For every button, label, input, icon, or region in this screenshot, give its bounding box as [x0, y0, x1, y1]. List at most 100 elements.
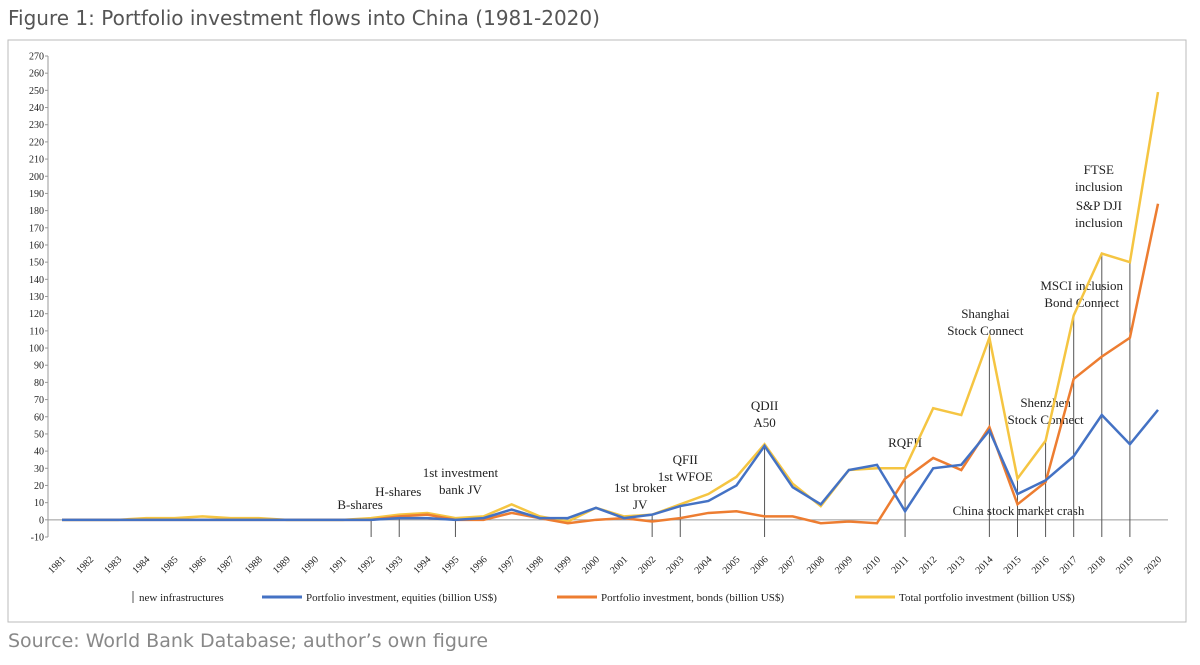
y-tick-label: 230 [29, 120, 44, 131]
x-tick-label: 1988 [243, 554, 265, 576]
x-tick-label: 1993 [383, 554, 405, 576]
x-tick-label: 2000 [580, 554, 602, 576]
x-tick-label: 2012 [917, 554, 939, 576]
x-tick-label: 2002 [636, 554, 658, 576]
y-tick-label: 270 [29, 52, 44, 63]
y-tick-label: 100 [29, 344, 44, 355]
y-tick-label: 20 [34, 481, 44, 492]
annotation: H-shares [375, 484, 421, 499]
x-tick-label: 2004 [693, 554, 715, 576]
x-tick-label: 1986 [187, 554, 209, 576]
chart: -10 0 10 20 30 40 50 60 70 80 90 100 110 120 130 140 150… [7, 39, 1187, 623]
y-tick-label: 240 [29, 103, 44, 114]
x-tick-label: 2008 [805, 554, 827, 576]
y-tick-label: 130 [29, 292, 44, 303]
x-tick-label: 2016 [1030, 554, 1052, 576]
annotation: S&P DJI [1076, 198, 1122, 213]
annotation: A50 [753, 415, 775, 430]
x-tick-label: 1982 [74, 554, 96, 576]
x-tick-label: 2015 [1002, 554, 1024, 576]
y-tick-label: 0 [39, 515, 44, 526]
y-tick-label: 50 [34, 429, 44, 440]
annotation: FTSE [1084, 162, 1114, 177]
x-tick-label: 2013 [945, 554, 967, 576]
y-tick-label: 260 [29, 69, 44, 80]
annotation: JV [633, 497, 648, 512]
x-tick-label: 2006 [749, 554, 771, 576]
annotation: Bond Connect [1044, 295, 1119, 310]
x-tick-label: 1997 [496, 554, 518, 576]
y-tick-label: 200 [29, 172, 44, 183]
x-tick-label: 1991 [327, 554, 349, 576]
y-tick-label: 90 [34, 361, 44, 372]
x-tick-label: 1992 [355, 554, 377, 576]
x-tick-label: 1990 [299, 554, 321, 576]
x-tick-label: 1996 [468, 554, 490, 576]
x-tick-label: 1984 [131, 554, 153, 576]
figure-title: Figure 1: Portfolio investment flows int… [8, 6, 600, 30]
x-tick-label: 1994 [412, 554, 434, 576]
x-tick-label: 2014 [974, 554, 996, 576]
legend-label: Total portfolio investment (billion US$) [899, 592, 1075, 604]
y-tick-label: 110 [29, 326, 44, 337]
y-tick-label: -10 [31, 533, 44, 544]
annotation: B-shares [337, 497, 383, 512]
y-tick-label: 210 [29, 155, 44, 166]
annotation: China stock market crash [953, 503, 1085, 518]
x-tick-label: 1995 [440, 554, 462, 576]
x-tick-label: 2005 [721, 554, 743, 576]
x-tick-label: 2011 [890, 554, 912, 576]
x-tick-label: 2001 [608, 554, 630, 576]
legend-label: new infrastructures [139, 592, 224, 604]
y-tick-label: 80 [34, 378, 44, 389]
x-tick-label: 2019 [1114, 554, 1136, 576]
annotation: QDII [751, 398, 778, 413]
annotation: QFII [673, 452, 698, 467]
x-tick-label: 2010 [861, 554, 883, 576]
annotation: MSCI inclusion [1040, 278, 1123, 293]
y-tick-label: 10 [34, 498, 44, 509]
y-tick-label: 30 [34, 464, 44, 475]
legend-label: Portfolio investment, equities (billion … [306, 592, 497, 604]
x-tick-label: 1989 [271, 554, 293, 576]
annotation: RQFII [888, 435, 922, 450]
annotation: Stock Connect [1007, 412, 1084, 427]
y-tick-label: 160 [29, 240, 44, 251]
y-tick-label: 150 [29, 258, 44, 269]
annotation: inclusion [1075, 215, 1123, 230]
y-tick-label: 170 [29, 223, 44, 234]
annotation: 1st broker [614, 480, 667, 495]
x-tick-label: 2009 [833, 554, 855, 576]
y-tick-label: 250 [29, 86, 44, 97]
y-tick-label: 120 [29, 309, 44, 320]
y-tick-label: 220 [29, 137, 44, 148]
annotation: inclusion [1075, 179, 1123, 194]
x-tick-label: 1983 [102, 554, 124, 576]
x-tick-label: 2020 [1142, 554, 1164, 576]
annotation: Shenzhen [1020, 395, 1071, 410]
annotation: bank JV [439, 482, 483, 497]
chart-frame [7, 39, 1187, 623]
annotation: 1st investment [423, 465, 499, 480]
series-line [62, 409, 1159, 522]
x-tick-label: 1985 [159, 554, 181, 576]
annotation: Stock Connect [947, 323, 1024, 338]
x-tick-label: 1987 [215, 554, 237, 576]
annotation: Shanghai [961, 306, 1010, 321]
y-tick-label: 140 [29, 275, 44, 286]
x-tick-label: 2003 [664, 554, 686, 576]
annotation: 1st WFOE [658, 469, 713, 484]
y-tick-label: 40 [34, 447, 44, 458]
x-tick-label: 1981 [46, 554, 68, 576]
legend-label: Portfolio investment, bonds (billion US$… [601, 592, 784, 604]
y-tick-label: 190 [29, 189, 44, 200]
x-tick-label: 2017 [1058, 554, 1080, 576]
x-tick-label: 1998 [524, 554, 546, 576]
y-tick-label: 60 [34, 412, 44, 423]
source-note: Source: World Bank Database; author’s ow… [8, 630, 489, 652]
y-tick-label: 180 [29, 206, 44, 217]
y-tick-label: 70 [34, 395, 44, 406]
x-tick-label: 2007 [777, 554, 799, 576]
x-tick-label: 2018 [1086, 554, 1108, 576]
